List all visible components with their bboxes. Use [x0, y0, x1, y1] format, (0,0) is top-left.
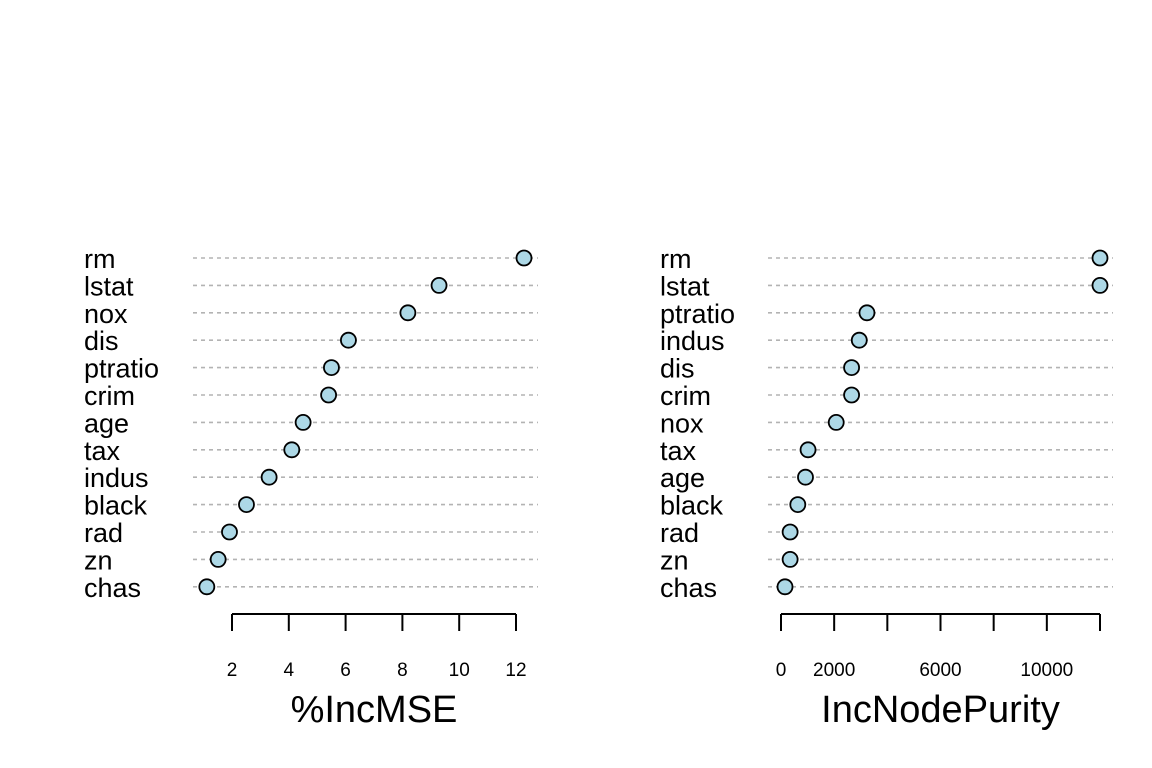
data-point	[827, 413, 845, 431]
incnodepurity-panel: rmlstatptratioindusdiscrimnoxtaxageblack…	[660, 244, 1113, 731]
category-label: crim	[660, 381, 711, 411]
category-label: dis	[660, 354, 695, 384]
x-tick-label: 6	[340, 660, 351, 681]
data-point	[1091, 249, 1109, 267]
data-point	[850, 331, 868, 349]
data-point	[1091, 276, 1109, 294]
x-tick-label: 4	[284, 660, 295, 681]
category-label: rad	[660, 518, 699, 548]
x-tick-label: 6000	[919, 660, 961, 681]
category-label: ptratio	[84, 354, 159, 384]
category-label: chas	[84, 573, 141, 603]
category-label: lstat	[660, 271, 710, 301]
data-point	[776, 578, 794, 596]
x-tick-label: 12	[505, 660, 526, 681]
x-tick-label: 10000	[1020, 660, 1073, 681]
x-tick-label: 2000	[813, 660, 855, 681]
data-point	[283, 441, 301, 459]
category-label: rm	[84, 244, 115, 274]
data-point	[797, 468, 814, 486]
data-point	[430, 276, 448, 294]
data-point	[843, 359, 860, 377]
category-label: age	[660, 463, 705, 493]
data-point	[294, 413, 312, 431]
category-label: ptratio	[660, 299, 735, 329]
data-point	[858, 304, 876, 322]
x-axis-title: %IncMSE	[291, 689, 458, 731]
data-point	[340, 331, 357, 349]
data-point	[399, 304, 417, 322]
data-point	[260, 468, 278, 486]
data-point	[799, 441, 817, 459]
data-point	[515, 249, 533, 267]
category-label: indus	[84, 463, 149, 493]
category-label: age	[84, 408, 129, 438]
x-axis-title: IncNodePurity	[821, 689, 1060, 731]
category-label: zn	[84, 545, 113, 575]
category-label: nox	[84, 299, 128, 329]
data-point	[198, 578, 216, 596]
category-label: tax	[84, 436, 121, 466]
incmse-panel: rmlstatnoxdisptratiocrimagetaxindusblack…	[84, 244, 538, 731]
x-tick-label: 2	[227, 660, 238, 681]
category-label: crim	[84, 381, 135, 411]
category-label: rad	[84, 518, 123, 548]
category-label: dis	[84, 326, 119, 356]
data-point	[221, 523, 238, 541]
data-point	[843, 386, 860, 404]
x-tick-label: 0	[776, 660, 787, 681]
category-label: nox	[660, 408, 704, 438]
category-label: rm	[660, 244, 691, 274]
x-tick-label: 10	[449, 660, 470, 681]
data-point	[238, 496, 255, 514]
category-label: tax	[660, 436, 697, 466]
category-label: chas	[660, 573, 717, 603]
data-point	[320, 386, 338, 404]
category-label: lstat	[84, 271, 134, 301]
x-tick-label: 8	[397, 660, 408, 681]
category-label: black	[660, 491, 724, 521]
category-label: black	[84, 491, 148, 521]
category-label: zn	[660, 545, 689, 575]
data-point	[209, 551, 227, 568]
data-point	[781, 523, 799, 541]
category-label: indus	[660, 326, 725, 356]
data-point	[789, 496, 807, 514]
data-point	[323, 359, 340, 377]
data-point	[781, 551, 799, 568]
